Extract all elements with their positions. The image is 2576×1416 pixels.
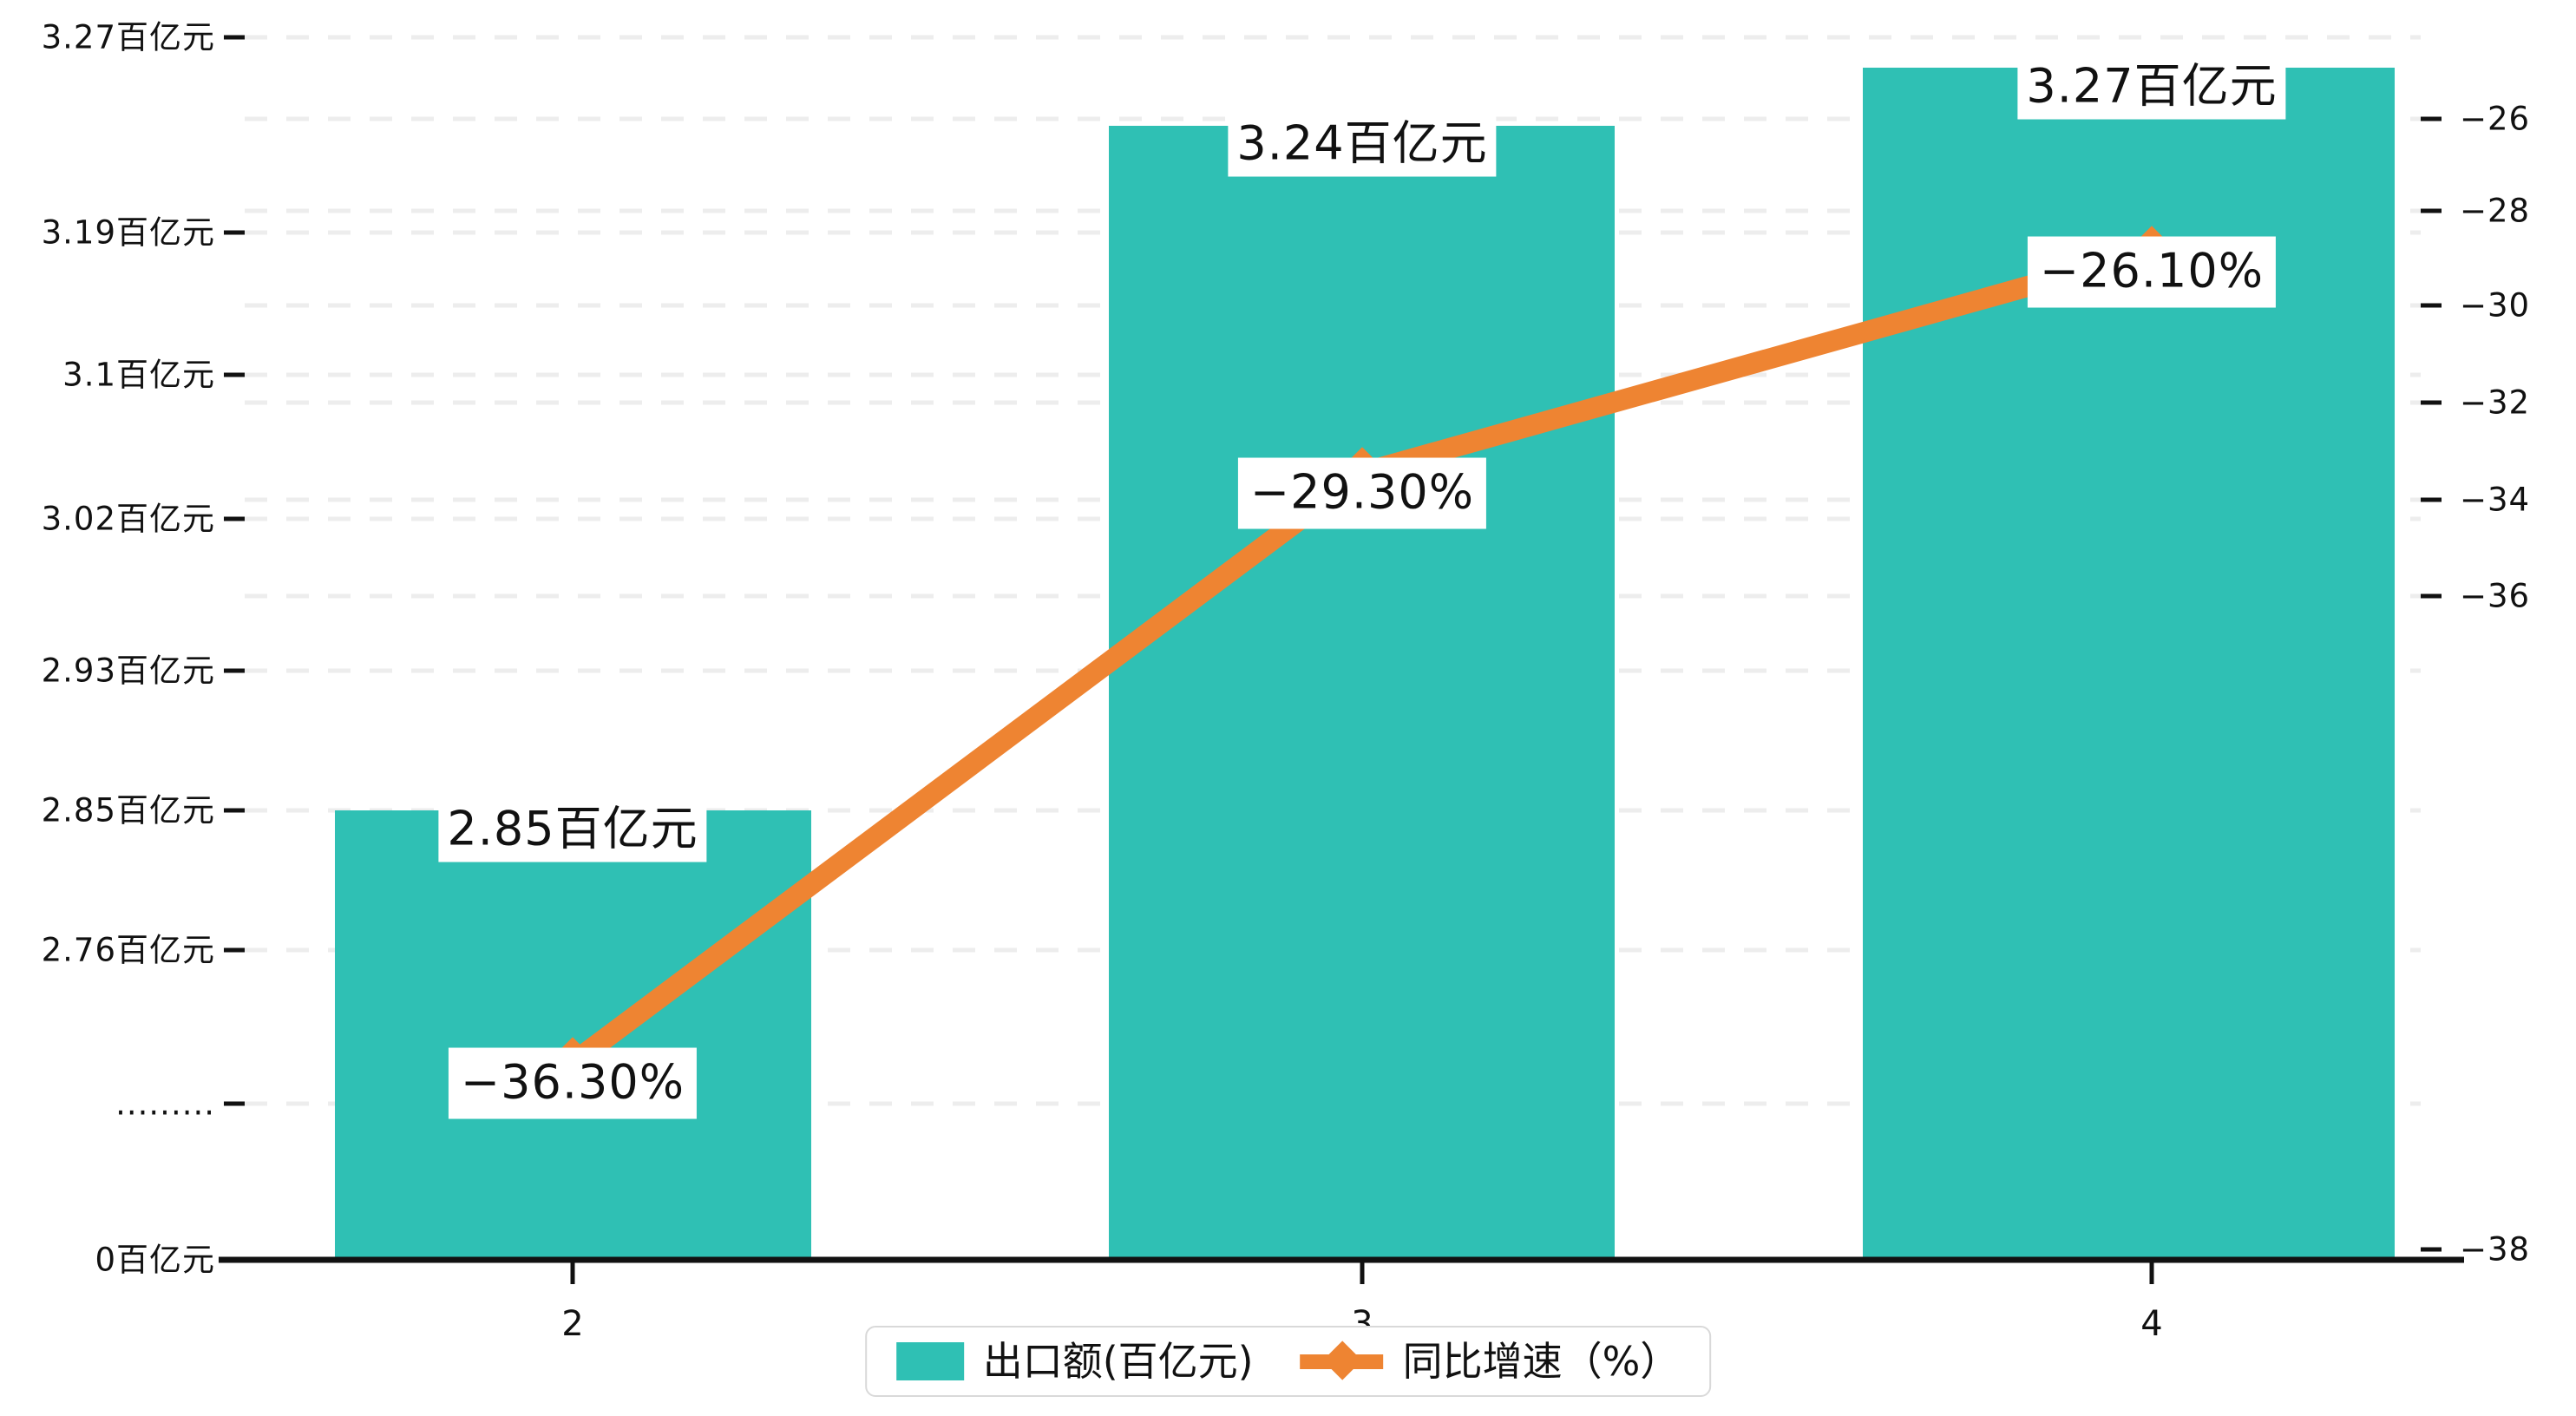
right-axis-ticks xyxy=(2421,116,2442,1252)
bar-value-label: 3.24百亿元 xyxy=(1228,114,1497,177)
line-value-label: −29.30% xyxy=(1237,457,1487,529)
y-axis-tick-label: 2.93百亿元 xyxy=(41,652,215,690)
x-axis-tick-label: 2 xyxy=(561,1304,584,1344)
y-axis-tick-label: 3.1百亿元 xyxy=(62,356,215,394)
y-axis-tick-label: 3.27百亿元 xyxy=(41,18,215,56)
legend-label: 出口额(百亿元) xyxy=(982,1338,1254,1385)
secondary-y-axis-tick-label: −26 xyxy=(2460,100,2531,138)
x-axis-ticks xyxy=(570,1260,2154,1284)
secondary-y-axis-tick-label: −32 xyxy=(2460,384,2531,422)
y-axis-break-label: ......... xyxy=(115,1085,215,1123)
bar-value-label: 2.85百亿元 xyxy=(438,799,707,862)
y-axis-tick-label: 2.85百亿元 xyxy=(41,791,215,829)
legend-item-yoy-growth[interactable]: 同比增速（%） xyxy=(1300,1338,1681,1385)
y-axis-tick-label: 3.19百亿元 xyxy=(41,213,215,252)
legend-label: 同比增速（%） xyxy=(1402,1338,1681,1385)
chart-legend: 出口额(百亿元) 同比增速（%） xyxy=(864,1326,1712,1397)
y-axis-tick-label: 0百亿元 xyxy=(95,1241,215,1279)
bar-value-label: 3.27百亿元 xyxy=(2017,56,2286,120)
left-axis-ticks xyxy=(224,35,245,1106)
bar-3 xyxy=(1109,126,1615,1260)
bar-swatch-icon xyxy=(895,1342,964,1380)
secondary-y-axis-tick-label: −28 xyxy=(2460,192,2531,230)
secondary-y-axis-tick-label: −38 xyxy=(2460,1230,2531,1268)
y-axis-tick-label: 3.02百亿元 xyxy=(41,500,215,538)
line-value-label: −36.30% xyxy=(448,1047,698,1119)
line-value-label: −26.10% xyxy=(2027,236,2277,308)
secondary-y-axis-tick-label: −36 xyxy=(2460,577,2531,615)
secondary-y-axis-tick-label: −34 xyxy=(2460,481,2531,519)
legend-item-export-amount[interactable]: 出口额(百亿元) xyxy=(895,1338,1254,1385)
secondary-y-axis-tick-label: −30 xyxy=(2460,286,2531,324)
y-axis-tick-label: 2.76百亿元 xyxy=(41,931,215,969)
line-diamond-swatch-icon xyxy=(1300,1341,1384,1380)
bar-2 xyxy=(335,810,811,1260)
x-axis-tick-label: 4 xyxy=(2140,1304,2163,1344)
